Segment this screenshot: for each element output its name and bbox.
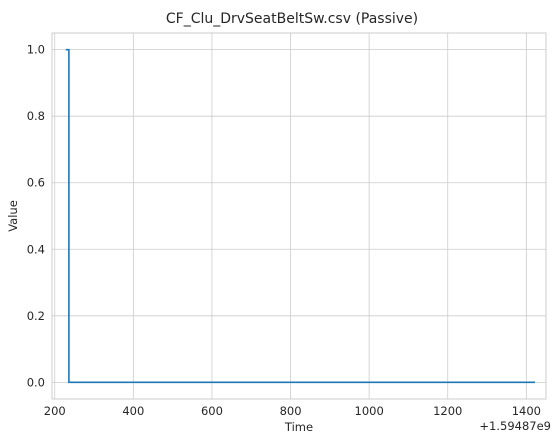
y-tick-label: 0.8	[27, 109, 45, 123]
x-tick-label: 200	[44, 404, 66, 418]
series-line	[65, 48, 535, 384]
y-axis-label: Value	[6, 200, 20, 232]
y-tick-label: 0.4	[27, 242, 45, 256]
x-tick-label: 800	[280, 404, 302, 418]
x-offset-label: +1.59487e9	[479, 419, 551, 433]
x-tick-label: 600	[201, 404, 223, 418]
y-tick-label: 0.2	[27, 309, 45, 323]
y-tick-label: 1.0	[27, 43, 45, 57]
plot-frame	[51, 32, 547, 400]
x-tick-label: 400	[122, 404, 144, 418]
x-tick-labels: 200 400 600 800 1000 1200 1400	[44, 404, 541, 418]
x-axis-label: Time	[284, 420, 313, 434]
chart-title: CF_Clu_DrvSeatBeltSw.csv (Passive)	[166, 11, 418, 27]
x-tick-label: 1000	[355, 404, 384, 418]
y-tick-labels: 0.0 0.2 0.4 0.6 0.8 1.0	[27, 43, 45, 390]
y-tick-label: 0.0	[27, 375, 45, 389]
x-tick-label: 1400	[512, 404, 541, 418]
x-tick-label: 1200	[433, 404, 462, 418]
axes-spines	[51, 32, 547, 400]
series-group	[65, 48, 535, 384]
grid	[52, 33, 546, 399]
y-tick-label: 0.6	[27, 176, 45, 190]
